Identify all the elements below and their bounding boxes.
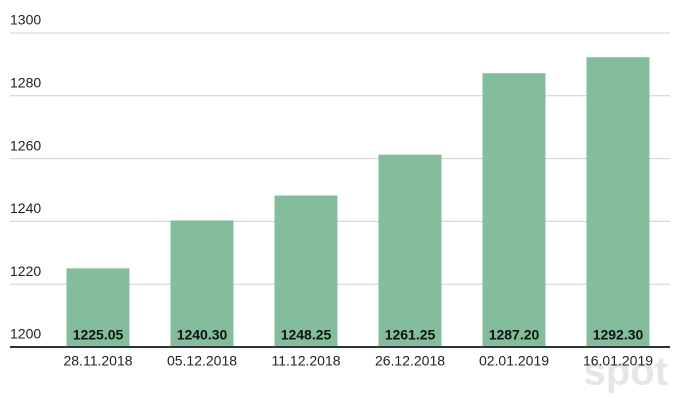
y-tick-label: 1220 [10, 263, 41, 279]
value-label: 1240.30 [177, 327, 228, 343]
value-label: 1261.25 [385, 327, 436, 343]
y-tick-label: 1200 [10, 326, 41, 342]
y-tick-label: 1300 [10, 12, 41, 28]
y-tick-label: 1240 [10, 200, 41, 216]
bar [66, 268, 130, 347]
bar [482, 73, 546, 347]
x-tick-label: 26.12.2018 [375, 353, 445, 369]
bar [378, 154, 442, 347]
x-tick-label: 11.12.2018 [271, 353, 340, 369]
value-label: 1292.30 [593, 327, 644, 343]
value-label: 1287.20 [489, 327, 540, 343]
bar [274, 195, 338, 347]
value-label: 1225.05 [73, 327, 124, 343]
y-tick-label: 1260 [10, 137, 41, 153]
x-tick-label: 28.11.2018 [63, 353, 132, 369]
y-tick-label: 1280 [10, 75, 41, 91]
x-tick-label: 05.12.2018 [167, 353, 237, 369]
bar [586, 57, 650, 347]
x-tick-label: 02.01.2019 [479, 353, 549, 369]
bar [170, 220, 234, 347]
value-label: 1248.25 [281, 327, 332, 343]
x-tick-label: 16.01.2019 [583, 353, 653, 369]
watermark: spot [584, 350, 668, 394]
